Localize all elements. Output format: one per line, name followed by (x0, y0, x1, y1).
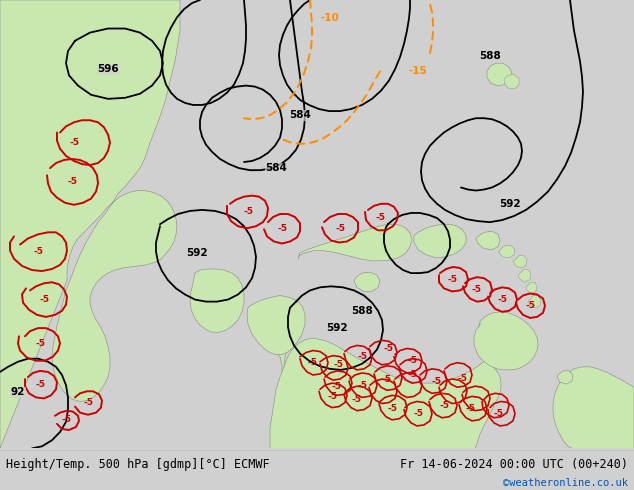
Text: -5: -5 (39, 295, 49, 304)
Polygon shape (526, 282, 537, 294)
Text: -5: -5 (439, 401, 449, 410)
Text: -5: -5 (335, 224, 345, 233)
Text: -5: -5 (35, 380, 45, 389)
Text: -5: -5 (69, 138, 79, 147)
Text: 596: 596 (97, 64, 119, 74)
Text: -5: -5 (497, 295, 507, 304)
Text: -5: -5 (333, 360, 343, 369)
Text: -5: -5 (33, 247, 43, 256)
Text: -5: -5 (387, 404, 397, 413)
Text: 592: 592 (326, 323, 348, 333)
Text: -10: -10 (321, 13, 339, 24)
Text: 92: 92 (11, 387, 25, 397)
Polygon shape (414, 224, 466, 258)
Text: -5: -5 (493, 409, 503, 418)
Text: -5: -5 (376, 213, 386, 221)
Polygon shape (270, 309, 297, 448)
Polygon shape (190, 269, 244, 332)
Text: -5: -5 (352, 395, 362, 404)
Text: -5: -5 (408, 356, 418, 365)
Text: 588: 588 (351, 306, 373, 316)
Text: -15: -15 (409, 66, 427, 76)
Text: Height/Temp. 500 hPa [gdmp][°C] ECMWF: Height/Temp. 500 hPa [gdmp][°C] ECMWF (6, 458, 270, 471)
Polygon shape (270, 318, 634, 448)
Polygon shape (499, 245, 515, 258)
Text: ©weatheronline.co.uk: ©weatheronline.co.uk (503, 477, 628, 488)
Text: -5: -5 (67, 177, 77, 186)
Text: -5: -5 (413, 409, 423, 418)
Polygon shape (247, 295, 305, 355)
Text: -5: -5 (448, 275, 458, 284)
Text: -5: -5 (327, 392, 337, 401)
Polygon shape (518, 269, 531, 282)
Text: -5: -5 (243, 207, 253, 217)
Text: -5: -5 (383, 344, 393, 353)
Polygon shape (513, 256, 527, 268)
Polygon shape (0, 0, 180, 448)
Polygon shape (528, 295, 541, 308)
Text: -5: -5 (35, 339, 45, 348)
Text: 592: 592 (186, 248, 208, 258)
Text: -5: -5 (308, 358, 318, 368)
Polygon shape (557, 371, 573, 384)
Text: -5: -5 (277, 224, 287, 233)
Text: -5: -5 (83, 398, 93, 407)
Polygon shape (298, 224, 412, 261)
Text: -5: -5 (472, 285, 482, 294)
Text: Fr 14-06-2024 00:00 UTC (00+240): Fr 14-06-2024 00:00 UTC (00+240) (399, 458, 628, 471)
Polygon shape (504, 74, 519, 89)
Text: -5: -5 (332, 382, 342, 391)
Text: -5: -5 (357, 381, 367, 390)
Text: -5: -5 (382, 374, 392, 384)
Text: -5: -5 (525, 301, 535, 310)
Text: -5: -5 (358, 352, 368, 361)
Text: -5: -5 (61, 416, 71, 424)
Text: 584: 584 (265, 163, 287, 173)
Polygon shape (354, 272, 380, 292)
Text: 588: 588 (479, 51, 501, 61)
Text: -5: -5 (407, 370, 417, 379)
Polygon shape (474, 312, 538, 370)
Text: -5: -5 (458, 373, 468, 383)
Polygon shape (487, 63, 512, 86)
Text: 584: 584 (289, 110, 311, 120)
Text: -5: -5 (466, 404, 476, 413)
Polygon shape (476, 231, 500, 249)
Text: 592: 592 (499, 199, 521, 209)
Text: -5: -5 (432, 377, 442, 386)
